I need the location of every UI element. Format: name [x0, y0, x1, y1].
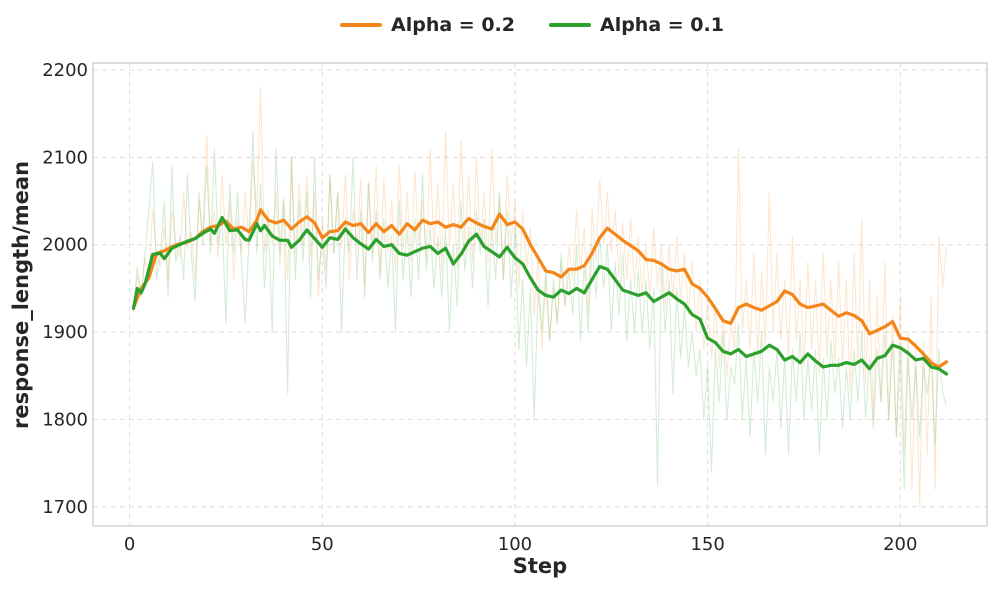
legend-item-alpha-0-2: Alpha = 0.2: [340, 14, 515, 36]
y-axis-ticks: 1700 1800 1900 2000 2100 2200: [42, 60, 88, 518]
smoothed-series-line-0: [131, 208, 949, 369]
y-tick-label: 2100: [42, 147, 88, 168]
plot-area-frame: [92, 62, 988, 527]
y-tick-label: 1900: [42, 322, 88, 343]
x-tick-label: 200: [883, 534, 917, 555]
legend-label-alpha-0-2: Alpha = 0.2: [391, 14, 515, 36]
legend: Alpha = 0.2 Alpha = 0.1: [340, 14, 724, 36]
raw-series-line-0: [132, 86, 948, 508]
smoothed-series-group: [131, 208, 949, 376]
raw-series-line-1: [132, 130, 948, 490]
y-tick-label: 2000: [42, 235, 88, 256]
x-axis-ticks: 0 50 100 150 200: [124, 534, 918, 555]
y-tick-label: 1800: [42, 409, 88, 430]
legend-label-alpha-0-1: Alpha = 0.1: [599, 14, 724, 36]
smoothed-series-line-1: [131, 216, 949, 376]
legend-swatch-alpha-0-2: [340, 23, 382, 27]
legend-item-alpha-0-1: Alpha = 0.1: [548, 14, 724, 36]
x-tick-label: 0: [124, 534, 135, 555]
legend-swatch-alpha-0-1: [548, 23, 591, 27]
y-axis-label: response_length/mean: [9, 161, 33, 429]
raw-series-group: [132, 86, 948, 508]
y-tick-label: 1700: [42, 497, 88, 518]
x-axis-label: Step: [513, 554, 567, 578]
x-tick-label: 150: [690, 534, 724, 555]
y-tick-label: 2200: [42, 60, 88, 81]
x-tick-label: 50: [311, 534, 334, 555]
x-tick-label: 100: [498, 534, 532, 555]
grid: [93, 63, 987, 526]
